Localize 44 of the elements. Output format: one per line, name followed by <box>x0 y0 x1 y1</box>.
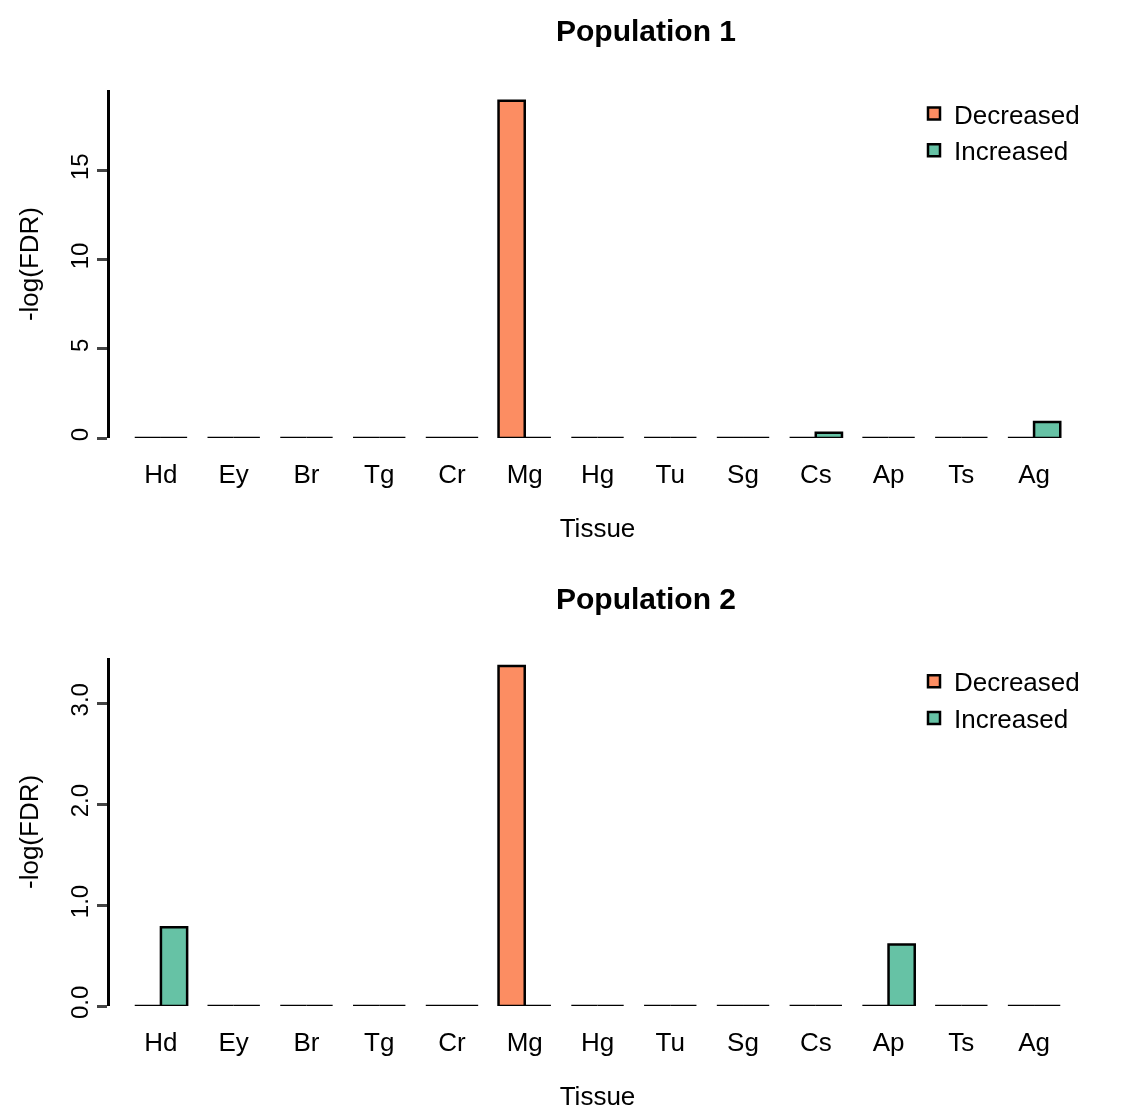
x-tick-label: Br <box>293 1027 320 1057</box>
y-tick-label: 15 <box>65 153 93 181</box>
y-tick-label: 2.0 <box>65 783 93 818</box>
x-tick-label: Sg <box>727 1027 759 1057</box>
x-tick-label: Br <box>293 459 320 490</box>
x-tick-label: Hg <box>580 459 615 490</box>
x-tick-label: Ts <box>948 1027 975 1057</box>
x-tick-label: Hd <box>144 459 178 490</box>
x-tick-label: Tu <box>655 459 685 490</box>
x-tick-label: Cs <box>799 1027 832 1057</box>
x-tick-label: Ag <box>1018 459 1050 490</box>
y-tick-label: 10 <box>65 242 93 270</box>
x-tick-label: Tg <box>364 1027 395 1057</box>
x-tick-label: Ap <box>872 459 905 490</box>
legend-label: Increased <box>954 704 1069 735</box>
x-tick-label: Ts <box>948 459 975 490</box>
y-axis-title: -log(FDR) <box>14 206 45 322</box>
y-tick-label: 1.0 <box>65 884 93 919</box>
x-tick-label: Cr <box>438 1027 467 1057</box>
x-tick-label: Ap <box>872 1027 905 1057</box>
x-tick-label: Ey <box>218 1027 249 1057</box>
y-tick-label: 0 <box>65 427 93 442</box>
x-tick-label: Cr <box>438 459 467 490</box>
x-tick-label: Sg <box>727 459 759 490</box>
y-axis-title: -log(FDR) <box>14 774 45 890</box>
x-tick-label: Tu <box>655 1027 685 1057</box>
x-axis-title: Tissue <box>559 1080 636 1111</box>
y-tick-label: 0.0 <box>65 985 93 1020</box>
legend-label: Decreased <box>954 99 1080 130</box>
x-tick-label: Mg <box>506 1027 543 1057</box>
chart-title: Population 2 <box>556 582 736 615</box>
legend-label: Decreased <box>954 667 1080 698</box>
legend-label: Increased <box>954 136 1069 167</box>
x-tick-label: Ey <box>218 459 249 490</box>
x-axis-title: Tissue <box>559 512 636 543</box>
x-tick-label: Hg <box>580 1027 615 1057</box>
y-tick-label: 5 <box>65 338 93 352</box>
x-tick-label: Ag <box>1018 1027 1050 1057</box>
x-tick-label: Cs <box>799 459 832 490</box>
x-tick-label: Mg <box>506 459 543 490</box>
x-tick-label: Tg <box>364 459 395 490</box>
chart-title: Population 1 <box>556 14 736 47</box>
y-tick-label: 3.0 <box>65 683 93 717</box>
x-tick-label: Hd <box>144 1027 178 1057</box>
